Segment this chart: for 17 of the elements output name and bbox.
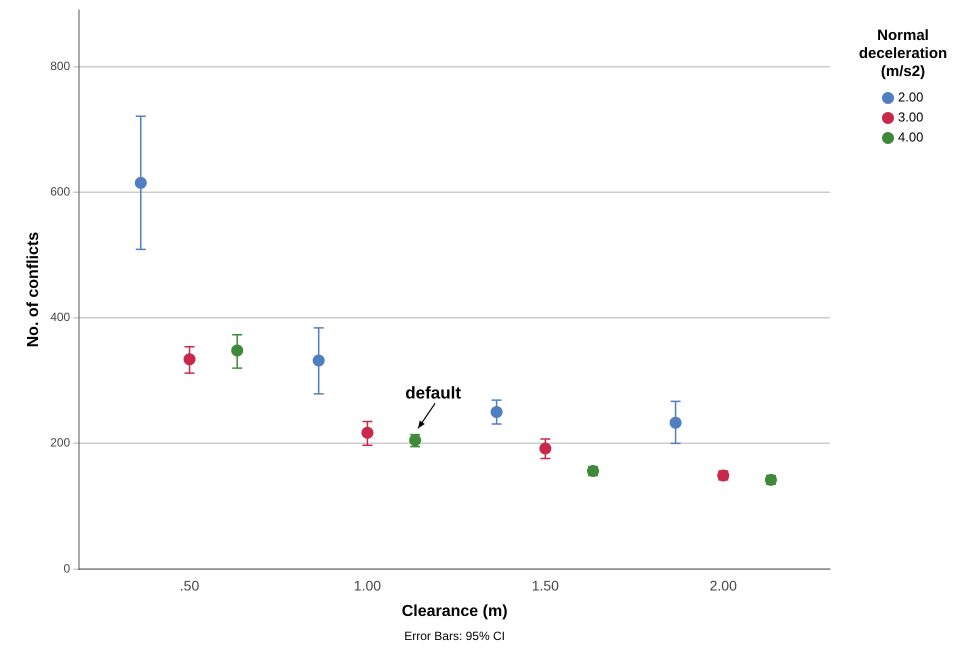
legend-label: 4.00 [898, 130, 924, 145]
annotation: default [405, 383, 462, 402]
text: Error Bars: 95% CI [404, 629, 505, 643]
y-tick-label: 400 [50, 310, 71, 324]
x-tick-label: 2.00 [710, 577, 738, 594]
x-tick-label: 1.00 [354, 577, 382, 594]
x-axis-title: Clearance (m) [402, 602, 508, 620]
legend-label: 3.00 [898, 110, 924, 125]
legend-label: 2.00 [898, 90, 924, 105]
y-tick-label: 800 [50, 59, 71, 74]
x-tick-label: 1.50 [532, 577, 560, 594]
y-axis-title: No. of conflicts [25, 232, 42, 348]
y-tick-label: 0 [64, 561, 71, 576]
legend-title: Normal deceleration (m/s2) [858, 27, 948, 80]
x-tick-label: .50 [180, 577, 200, 594]
y-tick-label: 200 [50, 436, 71, 450]
y-tick-label: 600 [50, 184, 71, 199]
